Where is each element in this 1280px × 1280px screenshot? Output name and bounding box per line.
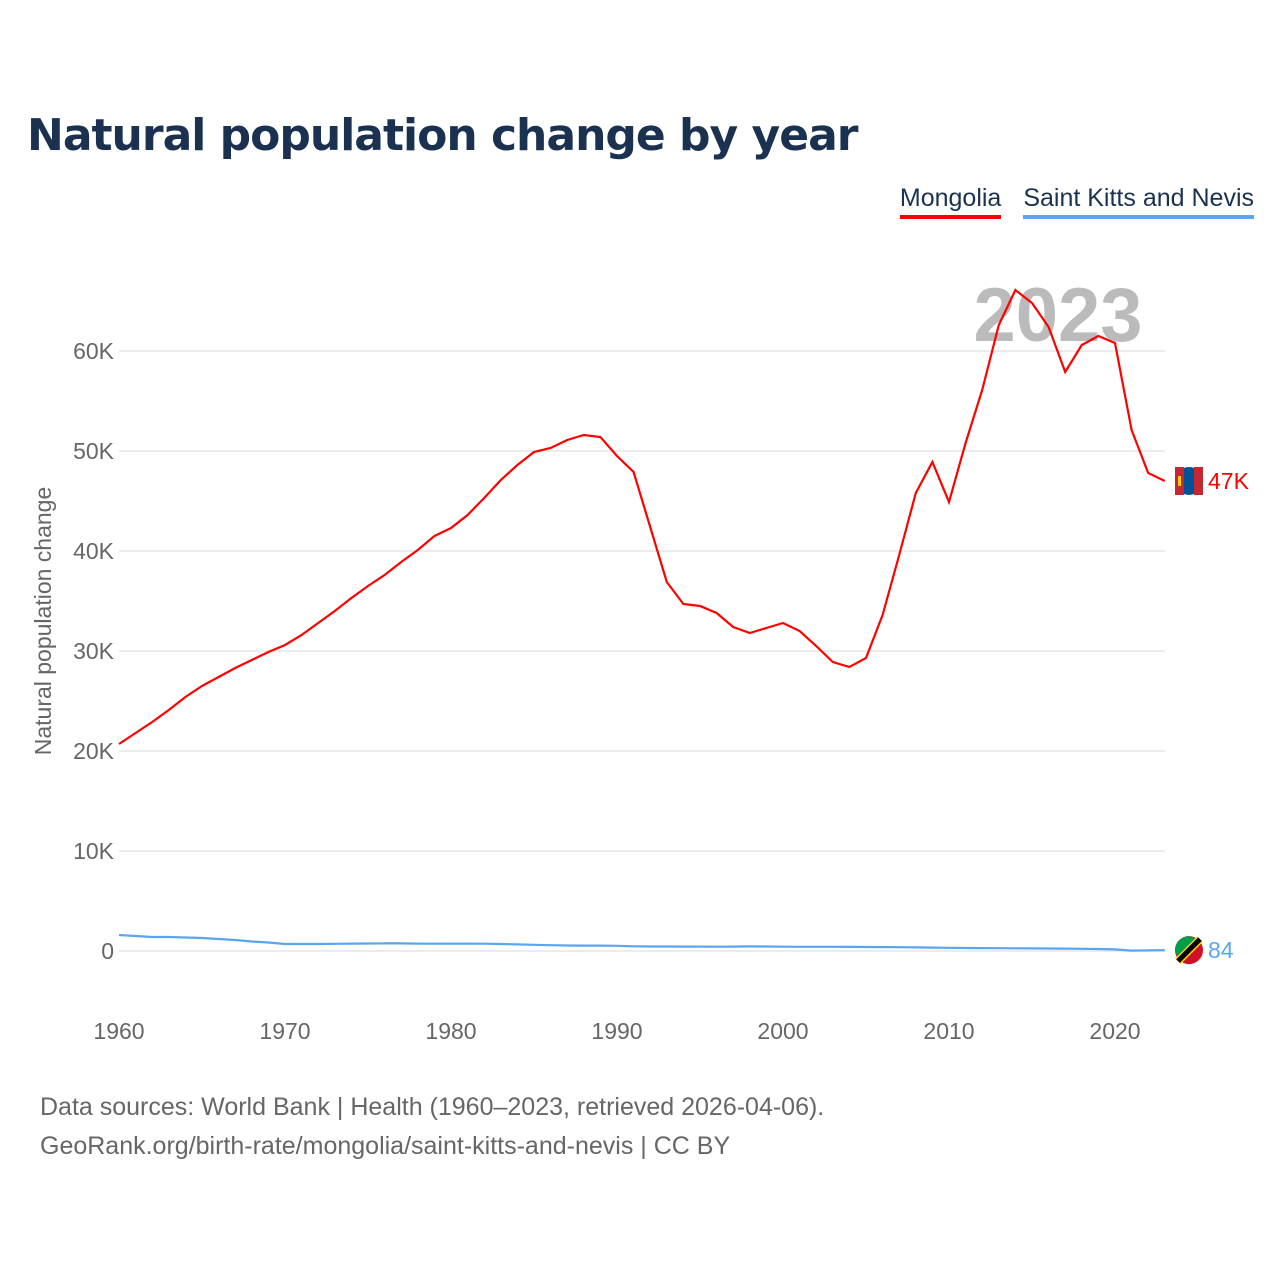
series-line-saint-kitts-and-nevis bbox=[118, 933, 1165, 952]
end-value-label: 47K bbox=[1208, 468, 1250, 494]
series-line-mongolia bbox=[118, 288, 1166, 745]
data-source-text: Data sources: World Bank | Health (1960–… bbox=[40, 1093, 825, 1121]
x-tick-label: 2010 bbox=[923, 1018, 974, 1044]
y-tick-label: 60K bbox=[73, 338, 115, 364]
flag-green bbox=[1175, 936, 1197, 959]
x-tick-label: 1960 bbox=[93, 1018, 144, 1044]
y-axis-label: Natural population change bbox=[30, 487, 56, 756]
year-watermark: 2023 bbox=[973, 273, 1142, 358]
x-tick-label: 2020 bbox=[1089, 1018, 1140, 1044]
legend: Mongolia Saint Kitts and Nevis bbox=[899, 184, 1254, 219]
footer: Data sources: World Bank | Health (1960–… bbox=[40, 1088, 824, 1166]
y-tick-label: 30K bbox=[73, 638, 115, 664]
y-tick-label: 40K bbox=[73, 538, 115, 564]
y-tick-label: 10K bbox=[73, 838, 115, 864]
chart-title: Natural population change by year bbox=[27, 110, 858, 161]
x-tick-label: 1970 bbox=[259, 1018, 310, 1044]
x-tick-label: 2000 bbox=[757, 1018, 808, 1044]
x-tick-label: 1990 bbox=[591, 1018, 642, 1044]
line-chart: 2023 0 10K 20K 30K 40K 50K 60K 1960 1970 1980 1990… bbox=[30, 273, 1250, 1044]
flag-soyombo bbox=[1178, 476, 1181, 486]
y-tick-label: 50K bbox=[73, 438, 115, 464]
flag-stripe bbox=[1194, 467, 1203, 495]
y-tick-label: 0 bbox=[101, 938, 114, 964]
legend-item-saint-kitts-and-nevis[interactable]: Saint Kitts and Nevis bbox=[1023, 184, 1254, 219]
flag-band bbox=[1176, 937, 1202, 963]
attribution-link[interactable]: GeoRank.org/birth-rate/mongolia/saint-ki… bbox=[40, 1132, 731, 1160]
x-tick-label: 1980 bbox=[425, 1018, 476, 1044]
y-tick-label: 20K bbox=[73, 738, 115, 764]
legend-item-mongolia[interactable]: Mongolia bbox=[899, 184, 1002, 219]
flag-saint-kitts-and-nevis-icon bbox=[1175, 936, 1203, 965]
end-value-label: 84 bbox=[1208, 937, 1234, 963]
flag-mongolia-icon bbox=[1175, 467, 1203, 495]
